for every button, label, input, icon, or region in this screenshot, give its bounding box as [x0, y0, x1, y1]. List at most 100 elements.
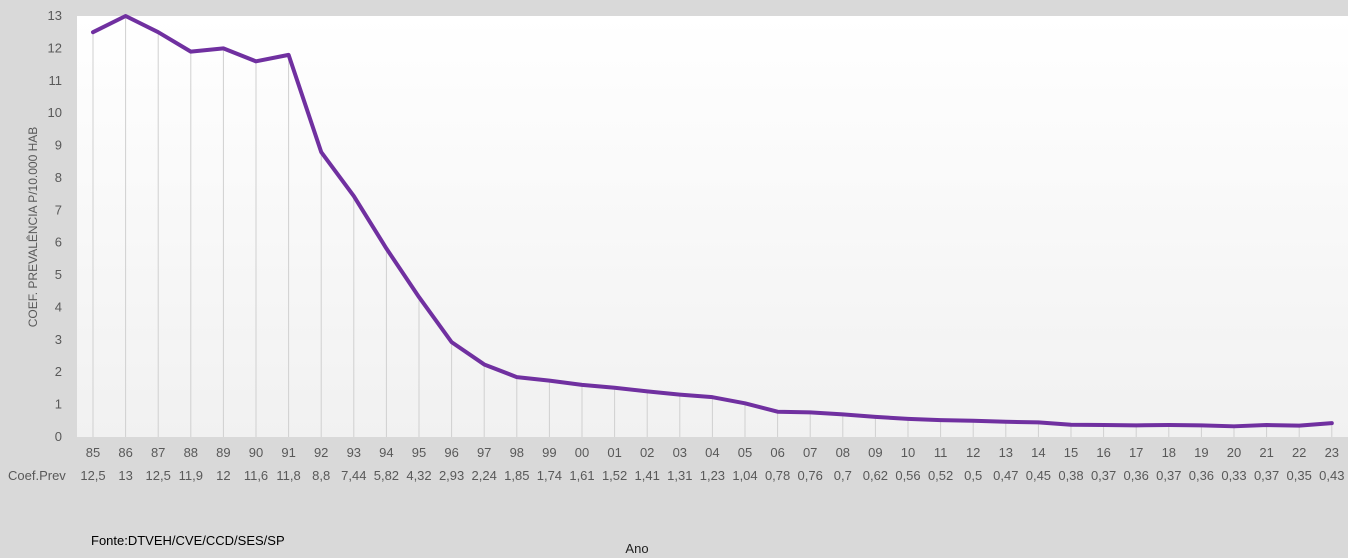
- x-tick-label: 13: [999, 445, 1013, 460]
- data-table-value: 0,35: [1287, 468, 1312, 483]
- x-tick-label: 14: [1031, 445, 1045, 460]
- x-tick-label: 87: [151, 445, 165, 460]
- y-tick-label: 2: [55, 364, 62, 379]
- y-axis-label: COEF. PREVALÊNCIA P/10.000 HAB: [25, 127, 40, 328]
- x-tick-label: 08: [836, 445, 850, 460]
- data-table-value: 2,93: [439, 468, 464, 483]
- y-tick-label: 9: [55, 138, 62, 153]
- x-tick-label: 18: [1162, 445, 1176, 460]
- y-tick-label: 5: [55, 267, 62, 282]
- series-line-coef-prev: [91, 14, 1334, 429]
- data-table-value: 0,62: [863, 468, 888, 483]
- x-tick-label: 04: [705, 445, 719, 460]
- data-table-value: 0,36: [1189, 468, 1214, 483]
- y-tick-label: 0: [55, 429, 62, 444]
- x-tick-label: 93: [347, 445, 361, 460]
- x-tick-label: 00: [575, 445, 589, 460]
- data-table-value: 1,52: [602, 468, 627, 483]
- data-table-value: 11,6: [244, 468, 268, 483]
- y-tick-label: 3: [55, 332, 62, 347]
- x-tick-label: 09: [868, 445, 882, 460]
- data-table-value: 0,56: [895, 468, 920, 483]
- y-tick-label: 7: [55, 202, 62, 217]
- x-tick-label: 99: [542, 445, 556, 460]
- data-table-value: 5,82: [374, 468, 399, 483]
- data-table-value: 1,61: [569, 468, 594, 483]
- x-tick-label: 95: [412, 445, 426, 460]
- data-table-value: 0,7: [834, 468, 852, 483]
- data-table-value: 0,36: [1124, 468, 1149, 483]
- data-table-value: 7,44: [341, 468, 366, 483]
- data-table-value: 2,24: [472, 468, 497, 483]
- data-table-value: 0,38: [1058, 468, 1083, 483]
- y-tick-label: 8: [55, 170, 62, 185]
- x-tick-label: 06: [770, 445, 784, 460]
- x-tick-label: 07: [803, 445, 817, 460]
- x-tick-label: 85: [86, 445, 100, 460]
- x-tick-label: 17: [1129, 445, 1143, 460]
- y-tick-label: 6: [55, 235, 62, 250]
- data-table-value: 0,45: [1026, 468, 1051, 483]
- x-tick-label: 96: [444, 445, 458, 460]
- y-tick-label: 12: [48, 40, 62, 55]
- data-table-value: 1,74: [537, 468, 562, 483]
- y-tick-label: 4: [55, 299, 62, 314]
- grid-layer: [92, 16, 1333, 437]
- x-tick-label: 16: [1096, 445, 1110, 460]
- data-table: Coef.Prev 12,5 13 12,5 11,9 12 11,6 11,8 8,8 7,44…: [8, 468, 1344, 483]
- data-table-value: 1,23: [700, 468, 725, 483]
- data-table-value: 0,47: [993, 468, 1018, 483]
- x-axis-label: Ano: [625, 541, 648, 556]
- data-table-value: 8,8: [312, 468, 330, 483]
- data-table-value: 0,37: [1254, 468, 1279, 483]
- x-tick-label: 03: [673, 445, 687, 460]
- y-tick-label: 13: [48, 8, 62, 23]
- x-tick-label: 23: [1325, 445, 1339, 460]
- x-tick-label: 92: [314, 445, 328, 460]
- x-tick-label: 97: [477, 445, 491, 460]
- data-table-value: 1,85: [504, 468, 529, 483]
- series-layer: [91, 14, 1334, 429]
- data-table-value: 0,37: [1091, 468, 1116, 483]
- x-axis: 85 86 87 88 89 90 91 92 93 94 95 96 97 98 99 00 01 02 03 04…: [86, 445, 1339, 460]
- data-table-value: 0,78: [765, 468, 790, 483]
- data-table-value: 0,33: [1221, 468, 1246, 483]
- x-tick-label: 15: [1064, 445, 1078, 460]
- x-tick-label: 94: [379, 445, 393, 460]
- x-tick-label: 88: [184, 445, 198, 460]
- x-tick-label: 01: [607, 445, 621, 460]
- x-tick-label: 20: [1227, 445, 1241, 460]
- x-tick-label: 98: [510, 445, 524, 460]
- x-tick-label: 21: [1259, 445, 1273, 460]
- data-table-value: 0,43: [1319, 468, 1344, 483]
- data-table-value: 0,5: [964, 468, 982, 483]
- source-note: Fonte:DTVEH/CVE/CCD/SES/SP: [91, 533, 285, 548]
- data-table-value: 12: [216, 468, 230, 483]
- x-tick-label: 89: [216, 445, 230, 460]
- data-table-value: 4,32: [406, 468, 431, 483]
- x-tick-label: 19: [1194, 445, 1208, 460]
- data-table-value: 12,5: [80, 468, 105, 483]
- y-tick-label: 11: [49, 73, 63, 88]
- table-row-label: Coef.Prev: [8, 468, 66, 483]
- data-table-value: 1,04: [732, 468, 757, 483]
- y-tick-label: 10: [48, 105, 62, 120]
- y-tick-label: 1: [55, 397, 62, 412]
- x-tick-label: 91: [281, 445, 295, 460]
- data-table-value: 13: [118, 468, 132, 483]
- data-table-value: 0,76: [798, 468, 823, 483]
- x-tick-label: 90: [249, 445, 263, 460]
- data-table-value: 11,9: [179, 468, 203, 483]
- x-tick-label: 10: [901, 445, 915, 460]
- plot-area: [77, 16, 1348, 437]
- x-tick-label: 22: [1292, 445, 1306, 460]
- x-tick-label: 11: [934, 445, 948, 460]
- data-table-value: 1,41: [635, 468, 660, 483]
- x-tick-label: 12: [966, 445, 980, 460]
- data-table-value: 0,52: [928, 468, 953, 483]
- data-table-value: 12,5: [146, 468, 171, 483]
- x-tick-label: 86: [118, 445, 132, 460]
